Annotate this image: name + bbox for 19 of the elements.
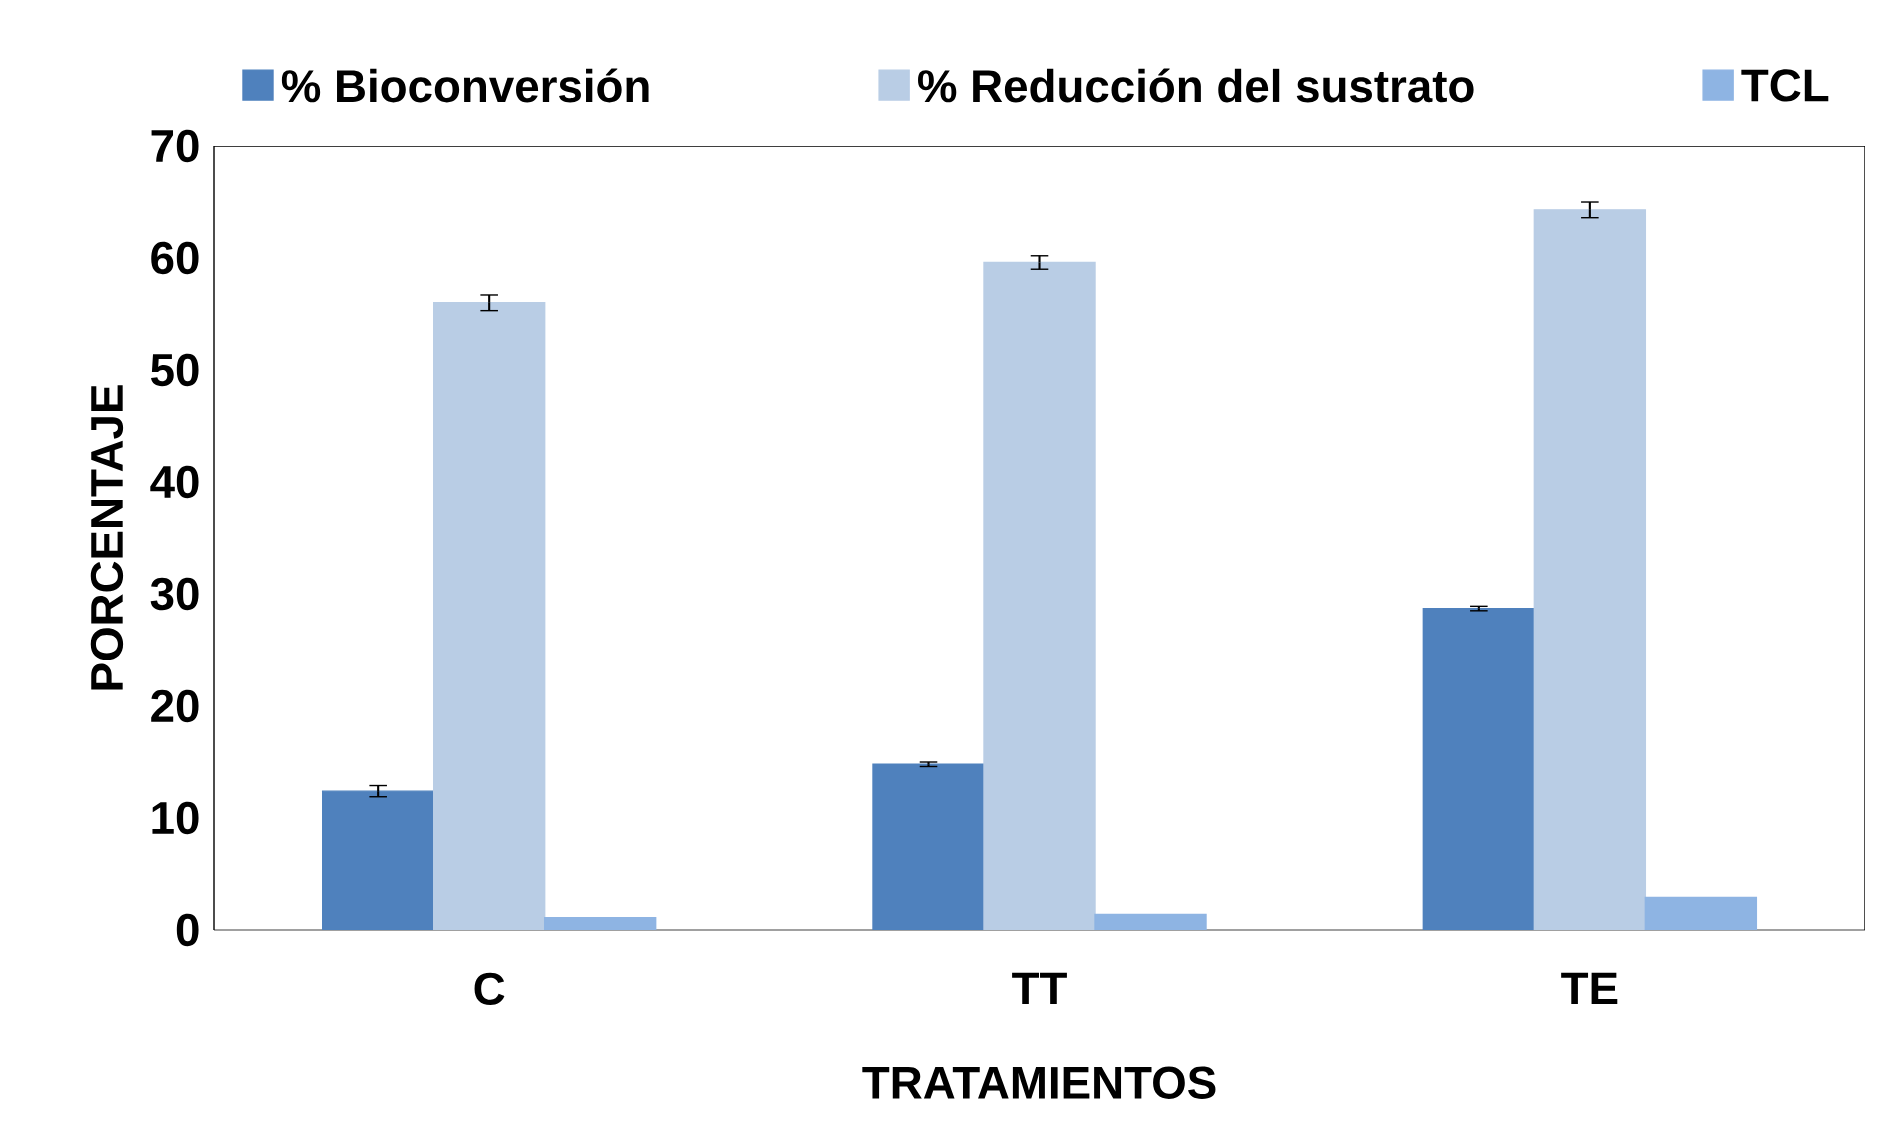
y-tick-label: 20: [151, 689, 199, 723]
legend-label: % Reducción del sustrato: [918, 68, 1474, 103]
y-tick-label: 50: [151, 353, 199, 387]
x-axis-title: TRATAMIENTOS: [862, 1066, 1216, 1099]
x-tick-label: TE: [1561, 972, 1618, 1005]
y-tick-label: 10: [152, 801, 199, 835]
x-tick-label: C: [474, 972, 505, 1005]
bar: [1533, 209, 1647, 931]
y-tick-label: 40: [150, 465, 199, 499]
legend-label: TCL: [1741, 69, 1829, 102]
y-tick-label: 30: [150, 577, 199, 611]
y-tick-label: 0: [176, 913, 199, 947]
y-axis-title: PORCENTAJE: [90, 385, 124, 690]
y-tick-label: 70: [151, 129, 199, 163]
legend-label: % Bioconversión: [281, 68, 649, 103]
bar: [432, 302, 546, 931]
y-tick-label: 60: [151, 241, 199, 275]
x-tick-label: TT: [1012, 972, 1067, 1005]
bar: [983, 261, 1096, 931]
